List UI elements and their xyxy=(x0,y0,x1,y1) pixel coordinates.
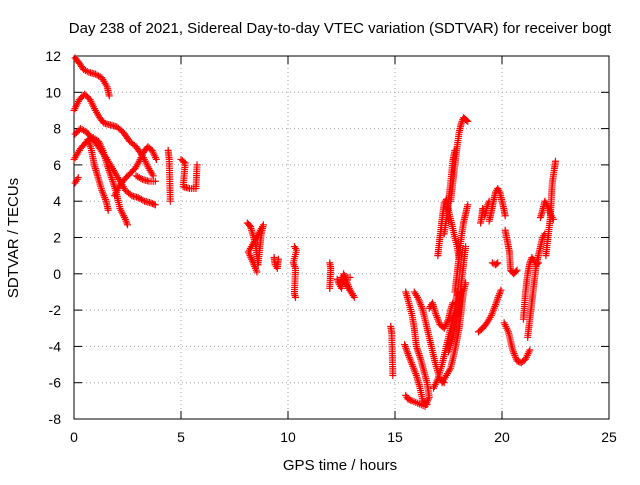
data-point xyxy=(180,158,188,166)
y-tick-label: 0 xyxy=(53,266,61,282)
data-point xyxy=(109,177,117,185)
data-point xyxy=(451,146,459,154)
data-point xyxy=(402,391,410,399)
data-point xyxy=(108,175,116,183)
data-point xyxy=(253,268,261,276)
y-tick-label: 12 xyxy=(45,48,61,64)
data-point xyxy=(464,117,472,125)
data-point xyxy=(105,92,113,100)
y-tick-label: -2 xyxy=(49,302,62,318)
y-axis-label: SDTVAR / TECUs xyxy=(5,178,22,298)
data-point xyxy=(291,263,299,271)
data-point xyxy=(526,346,534,354)
data-point xyxy=(415,350,423,358)
y-tick-label: -6 xyxy=(49,375,62,391)
x-tick-label: 20 xyxy=(494,429,510,445)
data-point xyxy=(193,161,201,169)
data-point xyxy=(152,155,160,163)
data-point xyxy=(166,197,174,205)
x-tick-label: 15 xyxy=(387,429,403,445)
data-point xyxy=(414,346,422,354)
data-point xyxy=(104,206,112,214)
data-point xyxy=(74,174,82,182)
data-point xyxy=(415,351,423,359)
grid-lines xyxy=(74,56,609,419)
data-point xyxy=(80,126,88,134)
data-point xyxy=(274,255,282,263)
y-tick-label: -4 xyxy=(49,338,62,354)
data-point xyxy=(107,174,115,182)
data-point xyxy=(124,221,131,229)
y-tick-label: 6 xyxy=(53,157,61,173)
data-point xyxy=(501,212,509,220)
data-point xyxy=(150,200,158,208)
x-tick-label: 25 xyxy=(601,429,617,445)
data-point xyxy=(326,284,334,292)
y-tick-label: 10 xyxy=(45,84,61,100)
data-point xyxy=(413,344,421,352)
data-point xyxy=(552,157,559,165)
x-axis-label: GPS time / hours xyxy=(283,457,397,474)
data-point xyxy=(346,273,354,281)
data-point xyxy=(151,177,159,185)
y-tick-label: 2 xyxy=(53,230,61,246)
x-tick-label: 5 xyxy=(177,429,185,445)
y-axis-ticks: -8 -6 -4 -2 0 2 4 6 8 10 12 xyxy=(45,48,609,427)
data-point xyxy=(291,293,299,301)
data-points xyxy=(70,54,559,410)
data-point xyxy=(513,266,521,274)
x-tick-label: 0 xyxy=(70,429,78,445)
data-point xyxy=(497,286,505,294)
data-point xyxy=(414,348,422,356)
chart-title: Day 238 of 2021, Sidereal Day-to-day VTE… xyxy=(69,20,612,37)
data-point xyxy=(494,259,502,267)
data-point xyxy=(493,260,501,268)
data-point xyxy=(389,371,397,379)
data-point xyxy=(245,221,253,229)
data-point xyxy=(110,181,118,189)
data-point xyxy=(151,201,159,209)
data-point xyxy=(137,175,145,183)
data-point xyxy=(139,196,147,204)
x-tick-label: 10 xyxy=(280,429,296,445)
data-point xyxy=(462,243,470,251)
data-point xyxy=(455,255,463,263)
x-axis-ticks: 0 5 10 15 20 25 xyxy=(70,56,617,445)
y-tick-label: 4 xyxy=(53,193,61,209)
data-point xyxy=(464,201,472,209)
y-tick-label: 8 xyxy=(53,121,61,137)
data-point xyxy=(416,353,424,361)
data-point xyxy=(83,67,91,75)
data-point xyxy=(463,116,471,124)
data-point xyxy=(290,261,298,269)
data-point xyxy=(512,267,520,275)
y-tick-label: -8 xyxy=(49,411,62,427)
data-point xyxy=(109,179,117,187)
